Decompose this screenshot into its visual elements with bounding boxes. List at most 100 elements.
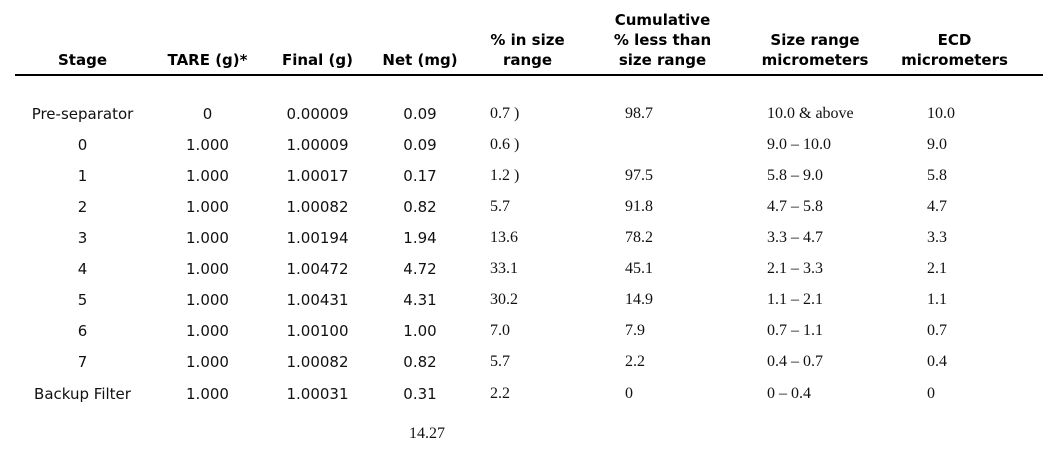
header-pct-in-size-range: % in size range	[490, 31, 565, 69]
cell-size-range: 4.7 – 5.8	[767, 197, 823, 215]
header-final: Final (g)	[281, 51, 353, 69]
cell-tare: 1.000	[186, 321, 229, 340]
header-cumulative-pct: Cumulative % less than size range	[613, 11, 712, 69]
cell-final: 1.00100	[286, 321, 349, 340]
cell-pct-in-size-range: 7.0	[490, 321, 510, 339]
cell-pct-in-size-range: 0.6 )	[490, 135, 520, 153]
cell-cumulative-pct: 7.9	[625, 321, 645, 339]
impactor-data-table: Stage TARE (g)* Final (g) Net (mg) % in …	[15, 0, 1043, 451]
table-row: 6 1.000 1.00100 1.00 7.0 7.9 0.7 – 1.1 0.7	[15, 315, 1043, 346]
cell-final: 1.00194	[286, 228, 349, 247]
cell-cumulative-pct: 91.8	[625, 197, 653, 215]
cell-ecd: 0	[927, 385, 935, 402]
cell-ecd: 1.1	[927, 290, 947, 308]
cell-final: 1.00472	[286, 259, 349, 278]
cell-pct-in-size-range: 5.7	[490, 197, 510, 215]
cell-size-range: 0 – 0.4	[767, 385, 811, 402]
net-total-value: 14.27	[409, 425, 445, 442]
cell-tare: 1.000	[186, 166, 229, 185]
cell-cumulative-pct: 97.5	[625, 166, 653, 184]
cell-pct-in-size-range: 33.1	[490, 259, 518, 277]
cell-ecd: 5.8	[927, 166, 947, 184]
cell-net: 0.82	[403, 197, 437, 216]
cell-pct-in-size-range: 1.2 )	[490, 166, 520, 184]
cell-stage: Pre-separator	[31, 104, 134, 123]
header-ecd: ECD micrometers	[901, 31, 1008, 69]
cell-cumulative-pct: 2.2	[625, 352, 645, 370]
cell-tare: 0	[202, 104, 213, 123]
header-stage: Stage	[57, 51, 107, 69]
cell-tare: 1.000	[186, 228, 229, 247]
cell-pct-in-size-range: 2.2	[490, 385, 510, 402]
header-size-range: Size range micrometers	[761, 31, 869, 69]
table-row: 7 1.000 1.00082 0.82 5.7 2.2 0.4 – 0.7 0.4	[15, 346, 1043, 377]
cell-cumulative-pct: 78.2	[625, 228, 653, 246]
cell-final: 1.00082	[286, 197, 349, 216]
cell-tare: 1.000	[186, 385, 229, 403]
cell-tare: 1.000	[186, 135, 229, 154]
cell-net: 4.72	[403, 259, 437, 278]
table-header-row: Stage TARE (g)* Final (g) Net (mg) % in …	[15, 0, 1043, 76]
cell-ecd: 3.3	[927, 228, 947, 246]
table-row: 5 1.000 1.00431 4.31 30.2 14.9 1.1 – 2.1 1.1	[15, 284, 1043, 315]
cell-stage: 6	[77, 321, 88, 340]
cell-size-range: 5.8 – 9.0	[767, 166, 823, 184]
cell-final: 1.00017	[286, 166, 349, 185]
table-row: 3 1.000 1.00194 1.94 13.6 78.2 3.3 – 4.7 3.3	[15, 222, 1043, 253]
cell-stage: 3	[77, 228, 88, 247]
cell-stage: 5	[77, 290, 88, 309]
cell-net: 1.00	[403, 321, 437, 340]
cell-ecd: 10.0	[927, 104, 955, 122]
cell-ecd: 9.0	[927, 135, 947, 153]
cell-size-range: 3.3 – 4.7	[767, 228, 823, 246]
cell-stage: 0	[77, 135, 88, 154]
cell-stage: 1	[77, 166, 88, 185]
cell-final: 1.00031	[286, 385, 349, 403]
table-row: Pre-separator 0 0.00009 0.09 0.7 ) 98.7 10.0 &…	[15, 98, 1043, 129]
cell-pct-in-size-range: 0.7 )	[490, 104, 520, 122]
total-row: 14.27	[15, 417, 1043, 451]
cell-stage: 7	[77, 352, 88, 371]
table-row: 1 1.000 1.00017 0.17 1.2 ) 97.5 5.8 – 9.0 5.8	[15, 160, 1043, 191]
table-row: 4 1.000 1.00472 4.72 33.1 45.1 2.1 – 3.3 2.1	[15, 253, 1043, 284]
cell-stage: 2	[77, 197, 88, 216]
cell-pct-in-size-range: 13.6	[490, 228, 518, 246]
cell-size-range: 0.7 – 1.1	[767, 321, 823, 339]
cell-pct-in-size-range: 30.2	[490, 290, 518, 308]
cell-net: 0.82	[403, 352, 437, 371]
cell-size-range: 2.1 – 3.3	[767, 259, 823, 277]
cell-size-range: 10.0 & above	[767, 104, 854, 122]
cell-ecd: 2.1	[927, 259, 947, 277]
header-net: Net (mg)	[382, 51, 458, 69]
cell-stage: Backup Filter	[34, 385, 131, 403]
cell-pct-in-size-range: 5.7	[490, 352, 510, 370]
cell-size-range: 9.0 – 10.0	[767, 135, 831, 153]
table-row: 0 1.000 1.00009 0.09 0.6 ) 9.0 – 10.0 9.0	[15, 129, 1043, 160]
cell-ecd: 4.7	[927, 197, 947, 215]
table-body: Pre-separator 0 0.00009 0.09 0.7 ) 98.7 10.0 &…	[15, 76, 1043, 411]
cell-cumulative-pct: 45.1	[625, 259, 653, 277]
table-row: 2 1.000 1.00082 0.82 5.7 91.8 4.7 – 5.8 4.7	[15, 191, 1043, 222]
cell-tare: 1.000	[186, 290, 229, 309]
cell-net: 1.94	[403, 228, 437, 247]
table-row: Backup Filter 1.000 1.00031 0.31 2.2 0 0 – 0.4…	[15, 377, 1043, 411]
cell-net: 0.31	[403, 385, 437, 403]
cell-net: 0.09	[403, 135, 437, 154]
cell-net: 4.31	[403, 290, 437, 309]
cell-tare: 1.000	[186, 197, 229, 216]
cell-cumulative-pct: 98.7	[625, 104, 653, 122]
cell-tare: 1.000	[186, 352, 229, 371]
cell-tare: 1.000	[186, 259, 229, 278]
cell-cumulative-pct: 0	[625, 385, 633, 402]
cell-ecd: 0.7	[927, 321, 947, 339]
cell-size-range: 1.1 – 2.1	[767, 290, 823, 308]
cell-ecd: 0.4	[927, 352, 947, 370]
cell-stage: 4	[77, 259, 88, 278]
cell-cumulative-pct: 14.9	[625, 290, 653, 308]
cell-final: 1.00009	[286, 135, 349, 154]
cell-size-range: 0.4 – 0.7	[767, 352, 823, 370]
cell-final: 1.00082	[286, 352, 349, 371]
cell-final: 1.00431	[286, 290, 349, 309]
cell-net: 0.17	[403, 166, 437, 185]
header-tare: TARE (g)*	[167, 51, 248, 69]
